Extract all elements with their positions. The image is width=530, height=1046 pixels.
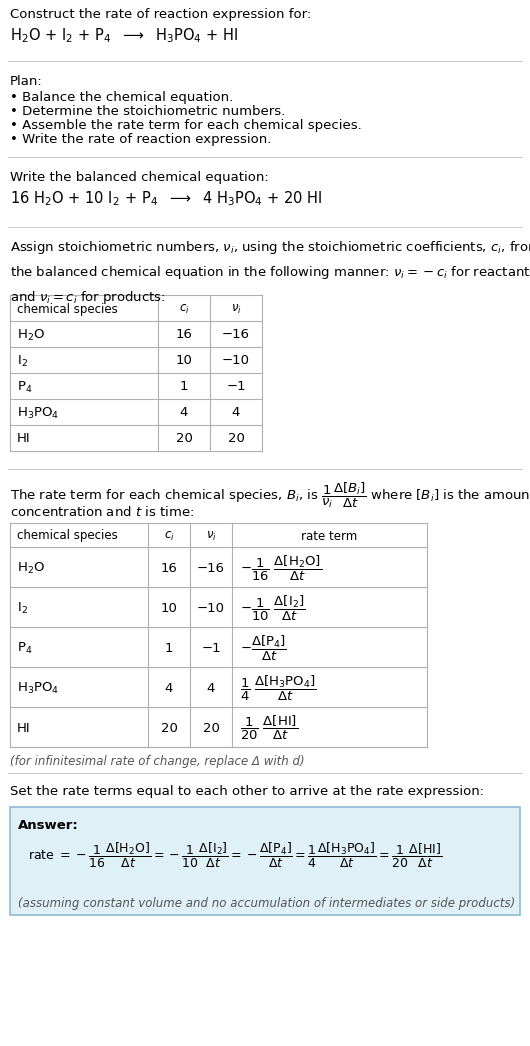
Text: • Assemble the rate term for each chemical species.: • Assemble the rate term for each chemic…: [10, 119, 362, 132]
Text: 20: 20: [161, 722, 178, 734]
Text: $\dfrac{1}{4}\ \dfrac{\Delta[\mathrm{H_3PO_4}]}{\Delta t}$: $\dfrac{1}{4}\ \dfrac{\Delta[\mathrm{H_3…: [240, 674, 317, 703]
Text: $\mathregular{H_2O}$ $+$ $\mathregular{I_2}$ $+$ $\mathregular{P_4}$  $\longrigh: $\mathregular{H_2O}$ $+$ $\mathregular{I…: [10, 26, 238, 45]
Text: 16: 16: [161, 562, 178, 574]
Text: $-\dfrac{\Delta[\mathrm{P_4}]}{\Delta t}$: $-\dfrac{\Delta[\mathrm{P_4}]}{\Delta t}…: [240, 634, 287, 662]
Text: 16: 16: [175, 328, 192, 341]
Text: $\mathregular{H_3PO_4}$: $\mathregular{H_3PO_4}$: [17, 406, 59, 420]
Text: Write the balanced chemical equation:: Write the balanced chemical equation:: [10, 170, 269, 184]
Text: • Write the rate of reaction expression.: • Write the rate of reaction expression.: [10, 133, 271, 146]
Text: $\mathregular{I_2}$: $\mathregular{I_2}$: [17, 354, 28, 368]
Text: (assuming constant volume and no accumulation of intermediates or side products): (assuming constant volume and no accumul…: [18, 897, 515, 910]
Text: $\mathregular{H_2O}$: $\mathregular{H_2O}$: [17, 561, 45, 575]
Text: 1: 1: [165, 641, 173, 655]
Text: −1: −1: [226, 381, 246, 393]
Text: $\mathregular{H_2O}$: $\mathregular{H_2O}$: [17, 327, 45, 342]
Text: $-\dfrac{1}{10}\ \dfrac{\Delta[\mathrm{I_2}]}{\Delta t}$: $-\dfrac{1}{10}\ \dfrac{\Delta[\mathrm{I…: [240, 593, 306, 622]
Text: $16\ \mathregular{H_2O}$ $+\ 10\ $$\mathregular{I_2}$ $+\ $$\mathregular{P_4}$  : $16\ \mathregular{H_2O}$ $+\ 10\ $$\math…: [10, 189, 323, 208]
Text: Plan:: Plan:: [10, 75, 43, 88]
Text: Assign stoichiometric numbers, $\nu_i$, using the stoichiometric coefficients, $: Assign stoichiometric numbers, $\nu_i$, …: [10, 238, 530, 305]
Text: 10: 10: [175, 355, 192, 367]
Text: 20: 20: [227, 432, 244, 446]
Text: $\mathregular{I_2}$: $\mathregular{I_2}$: [17, 600, 28, 615]
Text: −16: −16: [197, 562, 225, 574]
Text: −16: −16: [222, 328, 250, 341]
Text: Construct the rate of reaction expression for:: Construct the rate of reaction expressio…: [10, 8, 311, 21]
Text: 20: 20: [202, 722, 219, 734]
Text: chemical species: chemical species: [17, 529, 118, 543]
Text: rate term: rate term: [302, 529, 358, 543]
Text: (for infinitesimal rate of change, replace Δ with d): (for infinitesimal rate of change, repla…: [10, 755, 305, 768]
Text: chemical species: chemical species: [17, 302, 118, 316]
Text: 10: 10: [161, 601, 178, 614]
Text: HI: HI: [17, 722, 31, 734]
Text: $\nu_i$: $\nu_i$: [231, 302, 241, 316]
Text: 4: 4: [180, 407, 188, 419]
Text: rate $= -\dfrac{1}{16}\dfrac{\Delta[\mathrm{H_2O}]}{\Delta t}= -\dfrac{1}{10}\df: rate $= -\dfrac{1}{16}\dfrac{\Delta[\mat…: [28, 841, 443, 869]
Text: −1: −1: [201, 641, 221, 655]
Text: 4: 4: [165, 682, 173, 695]
Text: −10: −10: [222, 355, 250, 367]
Text: The rate term for each chemical species, $B_i$, is $\dfrac{1}{\nu_i}\dfrac{\Delt: The rate term for each chemical species,…: [10, 481, 530, 510]
Text: Set the rate terms equal to each other to arrive at the rate expression:: Set the rate terms equal to each other t…: [10, 784, 484, 798]
Text: $c_i$: $c_i$: [164, 529, 174, 543]
FancyBboxPatch shape: [10, 808, 520, 915]
Text: 4: 4: [207, 682, 215, 695]
Text: $\nu_i$: $\nu_i$: [206, 529, 216, 543]
Text: • Balance the chemical equation.: • Balance the chemical equation.: [10, 91, 233, 104]
Text: 20: 20: [175, 432, 192, 446]
Text: 4: 4: [232, 407, 240, 419]
Text: $c_i$: $c_i$: [179, 302, 189, 316]
Text: $-\dfrac{1}{16}\ \dfrac{\Delta[\mathrm{H_2O}]}{\Delta t}$: $-\dfrac{1}{16}\ \dfrac{\Delta[\mathrm{H…: [240, 553, 322, 583]
Text: concentration and $t$ is time:: concentration and $t$ is time:: [10, 505, 194, 519]
Text: $\mathregular{H_3PO_4}$: $\mathregular{H_3PO_4}$: [17, 681, 59, 696]
Text: −10: −10: [197, 601, 225, 614]
Text: • Determine the stoichiometric numbers.: • Determine the stoichiometric numbers.: [10, 105, 285, 118]
Text: $\dfrac{1}{20}\ \dfrac{\Delta[\mathrm{HI}]}{\Delta t}$: $\dfrac{1}{20}\ \dfrac{\Delta[\mathrm{HI…: [240, 714, 298, 742]
Text: HI: HI: [17, 432, 31, 446]
Text: $\mathregular{P_4}$: $\mathregular{P_4}$: [17, 380, 32, 394]
Text: $\mathregular{P_4}$: $\mathregular{P_4}$: [17, 640, 32, 656]
Text: 1: 1: [180, 381, 188, 393]
Text: Answer:: Answer:: [18, 819, 79, 832]
